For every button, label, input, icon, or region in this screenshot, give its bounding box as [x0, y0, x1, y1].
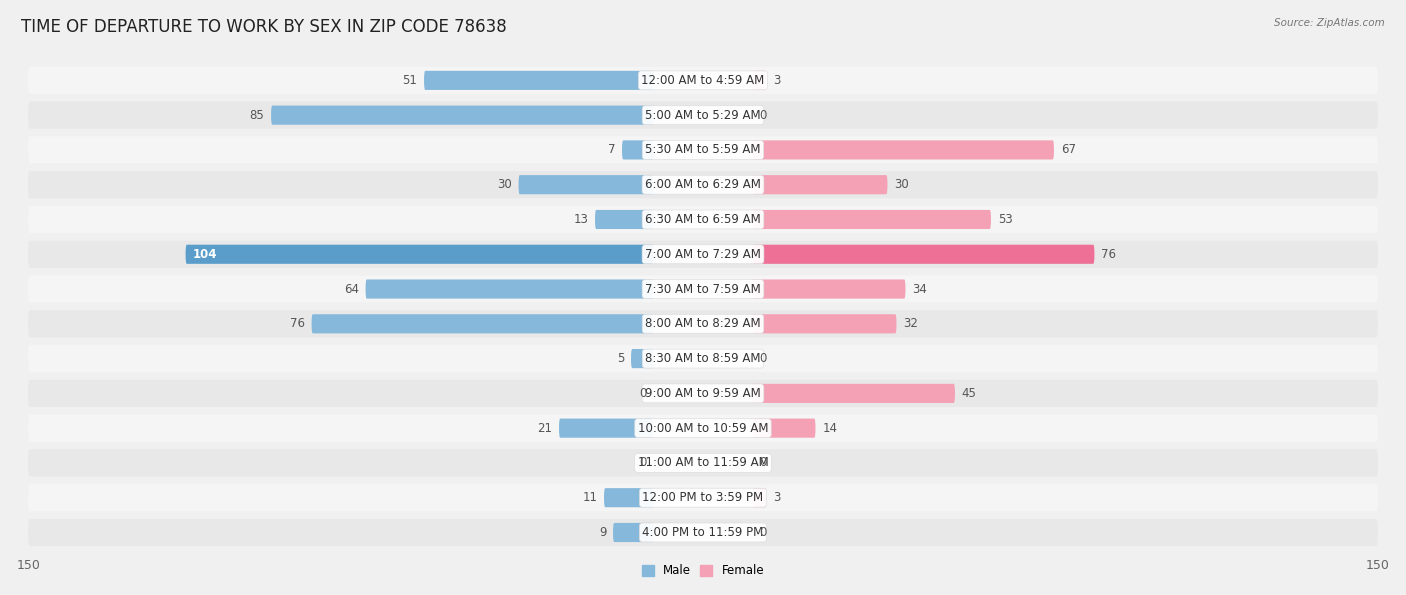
- FancyBboxPatch shape: [752, 245, 1094, 264]
- Text: 0: 0: [759, 456, 766, 469]
- Text: 9: 9: [599, 526, 606, 539]
- Text: 5:30 AM to 5:59 AM: 5:30 AM to 5:59 AM: [645, 143, 761, 156]
- Text: 0: 0: [640, 456, 647, 469]
- Text: 3: 3: [773, 491, 780, 504]
- FancyBboxPatch shape: [605, 488, 654, 508]
- FancyBboxPatch shape: [752, 280, 905, 299]
- Text: 30: 30: [498, 178, 512, 191]
- FancyBboxPatch shape: [366, 280, 654, 299]
- Text: 53: 53: [998, 213, 1012, 226]
- FancyBboxPatch shape: [752, 384, 955, 403]
- FancyBboxPatch shape: [752, 419, 815, 438]
- FancyBboxPatch shape: [631, 349, 654, 368]
- Text: 6:00 AM to 6:29 AM: 6:00 AM to 6:29 AM: [645, 178, 761, 191]
- Legend: Male, Female: Male, Female: [637, 559, 769, 582]
- Text: 0: 0: [759, 526, 766, 539]
- Text: 85: 85: [250, 109, 264, 121]
- FancyBboxPatch shape: [28, 206, 1378, 233]
- FancyBboxPatch shape: [752, 71, 766, 90]
- Text: 8:00 AM to 8:29 AM: 8:00 AM to 8:29 AM: [645, 317, 761, 330]
- Text: 9:00 AM to 9:59 AM: 9:00 AM to 9:59 AM: [645, 387, 761, 400]
- Text: 8:30 AM to 8:59 AM: 8:30 AM to 8:59 AM: [645, 352, 761, 365]
- Text: 12:00 PM to 3:59 PM: 12:00 PM to 3:59 PM: [643, 491, 763, 504]
- Text: 7: 7: [607, 143, 616, 156]
- FancyBboxPatch shape: [621, 140, 654, 159]
- Text: 12:00 AM to 4:59 AM: 12:00 AM to 4:59 AM: [641, 74, 765, 87]
- FancyBboxPatch shape: [28, 275, 1378, 303]
- FancyBboxPatch shape: [560, 419, 654, 438]
- FancyBboxPatch shape: [28, 519, 1378, 546]
- FancyBboxPatch shape: [28, 241, 1378, 268]
- Text: 11: 11: [582, 491, 598, 504]
- Text: 104: 104: [193, 248, 217, 261]
- FancyBboxPatch shape: [271, 105, 654, 125]
- Text: 30: 30: [894, 178, 908, 191]
- FancyBboxPatch shape: [28, 484, 1378, 511]
- FancyBboxPatch shape: [312, 314, 654, 333]
- Text: 7:00 AM to 7:29 AM: 7:00 AM to 7:29 AM: [645, 248, 761, 261]
- Text: 76: 76: [290, 317, 305, 330]
- FancyBboxPatch shape: [28, 171, 1378, 198]
- Text: 14: 14: [823, 422, 837, 435]
- FancyBboxPatch shape: [28, 449, 1378, 477]
- Text: 67: 67: [1060, 143, 1076, 156]
- Text: 21: 21: [537, 422, 553, 435]
- FancyBboxPatch shape: [752, 314, 897, 333]
- Text: 0: 0: [759, 109, 766, 121]
- Text: 0: 0: [759, 352, 766, 365]
- Text: 5: 5: [617, 352, 624, 365]
- FancyBboxPatch shape: [519, 175, 654, 194]
- Text: 5:00 AM to 5:29 AM: 5:00 AM to 5:29 AM: [645, 109, 761, 121]
- Text: Source: ZipAtlas.com: Source: ZipAtlas.com: [1274, 18, 1385, 28]
- FancyBboxPatch shape: [28, 102, 1378, 129]
- Text: 11:00 AM to 11:59 AM: 11:00 AM to 11:59 AM: [638, 456, 768, 469]
- Text: 0: 0: [640, 387, 647, 400]
- Text: 13: 13: [574, 213, 588, 226]
- Text: 32: 32: [903, 317, 918, 330]
- FancyBboxPatch shape: [752, 175, 887, 194]
- FancyBboxPatch shape: [28, 310, 1378, 337]
- Text: 51: 51: [402, 74, 418, 87]
- FancyBboxPatch shape: [752, 140, 1054, 159]
- FancyBboxPatch shape: [613, 523, 654, 542]
- Text: 7:30 AM to 7:59 AM: 7:30 AM to 7:59 AM: [645, 283, 761, 296]
- Text: 45: 45: [962, 387, 977, 400]
- FancyBboxPatch shape: [752, 488, 766, 508]
- FancyBboxPatch shape: [28, 67, 1378, 94]
- FancyBboxPatch shape: [595, 210, 654, 229]
- Text: 6:30 AM to 6:59 AM: 6:30 AM to 6:59 AM: [645, 213, 761, 226]
- Text: 3: 3: [773, 74, 780, 87]
- FancyBboxPatch shape: [425, 71, 654, 90]
- Text: 76: 76: [1101, 248, 1116, 261]
- FancyBboxPatch shape: [186, 245, 654, 264]
- FancyBboxPatch shape: [28, 136, 1378, 164]
- FancyBboxPatch shape: [28, 415, 1378, 441]
- Text: 10:00 AM to 10:59 AM: 10:00 AM to 10:59 AM: [638, 422, 768, 435]
- FancyBboxPatch shape: [28, 380, 1378, 407]
- FancyBboxPatch shape: [752, 210, 991, 229]
- Text: 64: 64: [344, 283, 359, 296]
- Text: 34: 34: [912, 283, 927, 296]
- FancyBboxPatch shape: [28, 345, 1378, 372]
- Text: TIME OF DEPARTURE TO WORK BY SEX IN ZIP CODE 78638: TIME OF DEPARTURE TO WORK BY SEX IN ZIP …: [21, 18, 506, 36]
- Text: 4:00 PM to 11:59 PM: 4:00 PM to 11:59 PM: [643, 526, 763, 539]
